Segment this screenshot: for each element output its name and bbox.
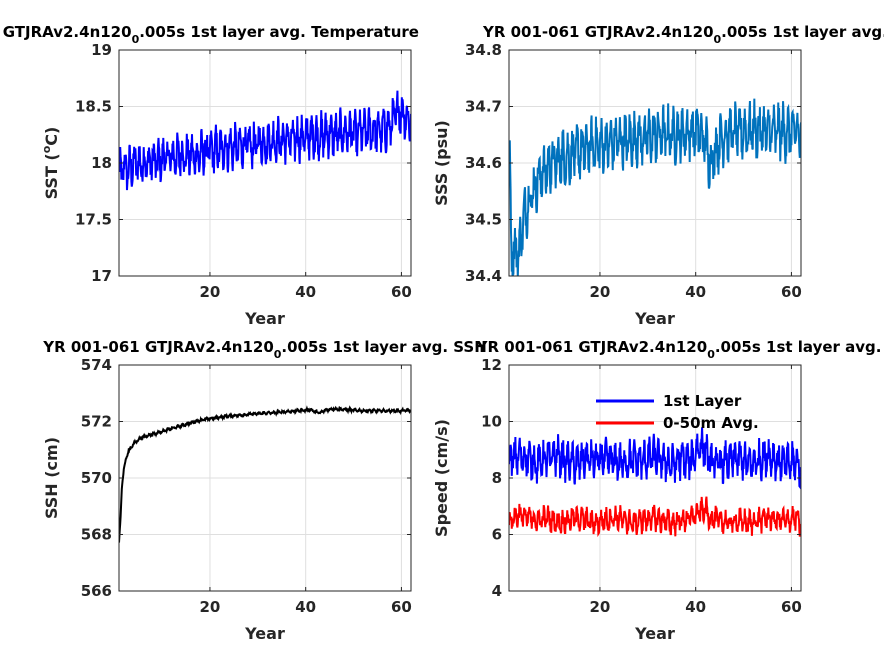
series-line-0 [119,405,411,543]
tick-label-y: 566 [81,582,112,600]
tick-label-y: 17 [91,267,112,285]
tick-label-y: 6 [492,526,502,544]
x-axis-label: Year [244,624,285,643]
x-axis-label: Year [634,624,675,643]
tick-label-y: 574 [81,356,112,374]
legend-entry: 1st Layer [663,392,742,410]
tick-label-x: 20 [200,283,221,301]
tick-label-y: 34.7 [465,98,502,116]
panel-speed: 20 40 60 4 6 8 10 12 Year Speed (cm/s) 1st Layer 0-… [432,356,802,643]
chart-title-salinity: YR 001-061 GTJRAv2.4n1200.005s 1st layer… [482,23,884,46]
series-line-0 [119,90,411,191]
legend-entry: 0-50m Avg. [663,414,759,432]
y-axis-label: SSH (cm) [42,437,61,519]
tick-label-x: 60 [781,283,802,301]
chart-title-ssh: YR 001-061 GTJRAv2.4n1200.005s 1st layer… [42,338,487,361]
tick-label-y: 18.5 [75,98,112,116]
legend: 1st Layer 0-50m Avg. [596,392,759,432]
tick-label-y: 17.5 [75,211,112,229]
tick-label-y: 34.8 [465,41,502,59]
tick-label-x: 60 [781,598,802,616]
tick-label-y: 572 [81,413,112,431]
tick-label-x: 40 [685,283,706,301]
tick-label-x: 60 [391,283,412,301]
panel-temperature: 20 40 60 17 17.5 18 18.5 19 Year SST (oC) [40,41,412,328]
tick-label-y: 10 [481,413,502,431]
y-axis-label: Speed (cm/s) [432,419,451,537]
tick-label-x: 20 [590,283,611,301]
y-axis-label: SST (oC) [40,127,61,200]
chart-title-speed: YR 001-061 GTJRAv2.4n1200.005s 1st layer… [476,338,884,361]
tick-label-x: 20 [200,598,221,616]
tick-label-x: 20 [590,598,611,616]
series-line-0-50m-avg- [509,496,801,538]
x-axis-label: Year [244,309,285,328]
tick-label-y: 18 [91,154,112,172]
tick-label-y: 19 [91,41,112,59]
series-line-1st-layer [509,427,801,490]
tick-label-y: 12 [481,356,502,374]
tick-label-y: 34.4 [465,267,502,285]
tick-label-y: 570 [81,469,112,487]
tick-label-y: 4 [492,582,502,600]
tick-label-y: 34.5 [465,211,502,229]
tick-label-x: 60 [391,598,412,616]
tick-label-y: 568 [81,526,112,544]
y-axis-label: SSS (psu) [432,120,451,206]
tick-label-y: 34.6 [465,154,502,172]
tick-label-x: 40 [295,598,316,616]
panel-ssh: 20 40 60 566 568 570 572 574 Year SSH (cm) [42,356,412,643]
tick-label-x: 40 [685,598,706,616]
series-line-0 [509,98,801,276]
panel-salinity: 20 40 60 34.4 34.5 34.6 34.7 34.8 Year SSS (psu) [432,41,802,328]
chart-title-temperature: YR 001-061 GTJRAv2.4n1200.005s 1st layer… [0,23,419,46]
x-axis-label: Year [634,309,675,328]
tick-label-y: 8 [492,469,502,487]
tick-label-x: 40 [295,283,316,301]
